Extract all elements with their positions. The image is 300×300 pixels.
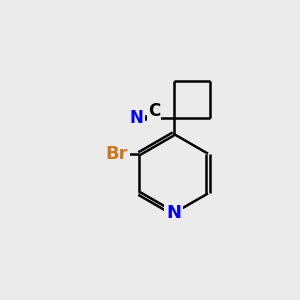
Text: N: N [166,204,181,222]
Text: C: C [148,102,160,120]
Text: N: N [130,109,144,127]
Text: Br: Br [105,145,128,163]
